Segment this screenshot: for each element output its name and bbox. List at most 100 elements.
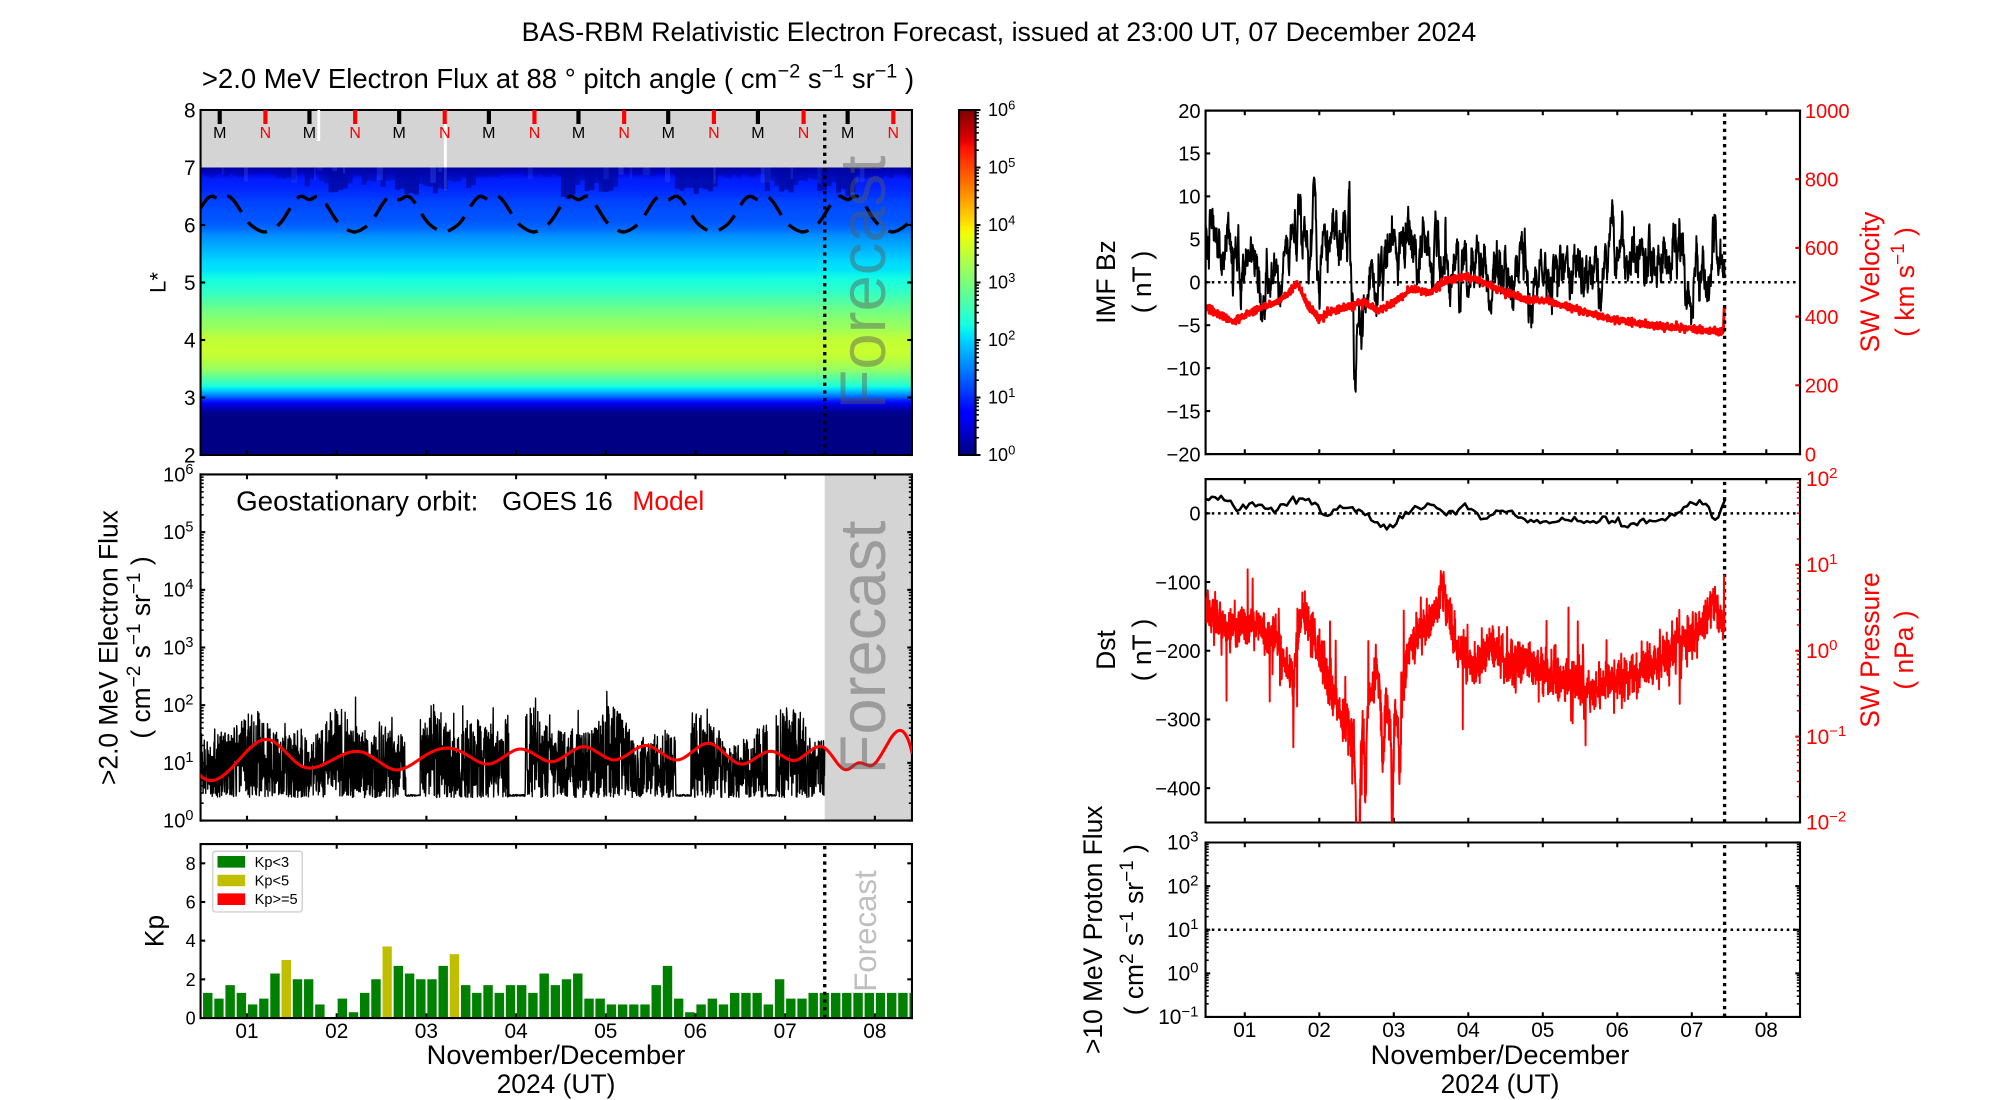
svg-text:s: s — [126, 645, 156, 666]
svg-text:0: 0 — [186, 1009, 196, 1029]
svg-text:0: 0 — [1008, 442, 1015, 457]
svg-text:10: 10 — [163, 522, 185, 544]
svg-text:): ) — [126, 556, 156, 572]
svg-text:>2.0 MeV Electron Flux at 88 °: >2.0 MeV Electron Flux at 88 ° pitch ang… — [202, 63, 777, 94]
svg-text:IMF Bz: IMF Bz — [1091, 240, 1121, 324]
svg-text:0: 0 — [1829, 637, 1837, 654]
svg-text:08: 08 — [863, 1020, 886, 1043]
svg-text:SW Velocity: SW Velocity — [1855, 211, 1885, 353]
svg-text:15: 15 — [1178, 144, 1200, 166]
svg-text:04: 04 — [505, 1020, 528, 1043]
svg-text:0: 0 — [185, 808, 193, 824]
svg-text:3: 3 — [1008, 270, 1015, 285]
svg-text:10: 10 — [1806, 640, 1829, 663]
svg-text:6: 6 — [1008, 97, 1015, 112]
svg-text:0: 0 — [1805, 444, 1816, 466]
svg-text:10: 10 — [1178, 187, 1200, 209]
svg-text:N: N — [529, 125, 541, 142]
svg-text:10: 10 — [1167, 963, 1190, 986]
svg-text:5: 5 — [1189, 230, 1200, 252]
svg-text:4: 4 — [184, 330, 196, 353]
svg-text:GOES 16: GOES 16 — [502, 488, 613, 516]
svg-text:N: N — [439, 125, 451, 142]
svg-text:s: s — [1119, 933, 1149, 954]
svg-text:02: 02 — [325, 1020, 348, 1043]
svg-text:N: N — [260, 125, 272, 142]
svg-text:N: N — [888, 125, 900, 142]
svg-text:Kp<3: Kp<3 — [255, 855, 289, 871]
svg-text:10: 10 — [988, 388, 1008, 408]
svg-text:8: 8 — [184, 100, 196, 123]
svg-text:Forecast: Forecast — [826, 156, 899, 410]
svg-text:3: 3 — [185, 635, 193, 651]
svg-text:−1: −1 — [1829, 723, 1846, 740]
svg-text:( cm: ( cm — [1119, 964, 1149, 1015]
svg-text:0: 0 — [1189, 273, 1200, 295]
svg-text:800: 800 — [1805, 169, 1839, 191]
svg-text:−400: −400 — [1155, 778, 1200, 800]
svg-text:( nT ): ( nT ) — [1127, 619, 1157, 682]
svg-text:−300: −300 — [1155, 710, 1200, 732]
svg-text:November/December: November/December — [427, 1039, 686, 1070]
svg-text:400: 400 — [1805, 307, 1839, 329]
svg-text:10: 10 — [163, 695, 185, 717]
svg-text:6: 6 — [185, 462, 193, 478]
svg-text:8: 8 — [186, 854, 196, 874]
svg-text:4: 4 — [185, 577, 193, 593]
svg-text:−5: −5 — [1178, 315, 1201, 337]
svg-text:−1: −1 — [1888, 243, 1909, 265]
svg-text:10: 10 — [1806, 468, 1829, 491]
svg-text:5: 5 — [184, 272, 196, 295]
svg-text:10: 10 — [163, 580, 185, 602]
svg-text:10: 10 — [1806, 812, 1829, 835]
svg-text:s: s — [800, 63, 821, 94]
svg-text:( km s: ( km s — [1890, 265, 1920, 337]
svg-text:10: 10 — [1806, 726, 1829, 749]
svg-text:10: 10 — [1167, 919, 1190, 942]
svg-text:03: 03 — [415, 1020, 438, 1043]
svg-text:10: 10 — [988, 330, 1008, 350]
svg-text:M: M — [482, 125, 495, 142]
svg-text:02: 02 — [1308, 1019, 1331, 1042]
svg-text:−1: −1 — [1117, 860, 1138, 882]
svg-text:10: 10 — [163, 637, 185, 659]
svg-text:−200: −200 — [1155, 641, 1200, 663]
svg-text:−1: −1 — [875, 61, 898, 83]
svg-text:−1: −1 — [124, 623, 145, 645]
svg-text:0: 0 — [1189, 504, 1200, 526]
svg-text:4: 4 — [1008, 212, 1015, 227]
svg-text:>10 MeV Proton Flux: >10 MeV Proton Flux — [1078, 806, 1108, 1055]
svg-text:2: 2 — [1190, 872, 1198, 889]
svg-text:): ) — [897, 63, 914, 94]
svg-text:10: 10 — [988, 158, 1008, 178]
svg-text:>2.0 MeV Electron Flux: >2.0 MeV Electron Flux — [93, 510, 123, 785]
svg-text:2: 2 — [1008, 327, 1015, 342]
svg-text:5: 5 — [185, 519, 193, 535]
svg-text:Kp<5: Kp<5 — [255, 874, 289, 890]
svg-text:2: 2 — [184, 445, 196, 468]
svg-text:07: 07 — [1680, 1019, 1703, 1042]
svg-text:−1: −1 — [124, 572, 145, 594]
svg-text:( cm: ( cm — [126, 687, 156, 738]
svg-text:10: 10 — [1167, 875, 1190, 898]
svg-text:10: 10 — [163, 810, 185, 832]
svg-text:06: 06 — [1606, 1019, 1629, 1042]
svg-text:05: 05 — [1531, 1019, 1554, 1042]
svg-text:): ) — [1119, 844, 1149, 860]
svg-text:−15: −15 — [1166, 401, 1200, 423]
svg-text:M: M — [392, 125, 405, 142]
svg-text:0: 0 — [1190, 960, 1198, 977]
svg-text:10: 10 — [1167, 832, 1190, 855]
svg-text:3: 3 — [1190, 829, 1198, 846]
svg-text:10: 10 — [163, 753, 185, 775]
svg-text:L*: L* — [146, 272, 171, 293]
svg-text:Forecast: Forecast — [826, 521, 899, 775]
svg-text:−20: −20 — [1166, 444, 1200, 466]
svg-text:10: 10 — [988, 215, 1008, 235]
svg-text:Forecast: Forecast — [848, 870, 883, 992]
svg-text:M: M — [662, 125, 675, 142]
svg-text:M: M — [841, 125, 854, 142]
svg-text:BAS-RBM Relativistic Electron: BAS-RBM Relativistic Electron Forecast, … — [522, 17, 1477, 47]
svg-text:( nPa ): ( nPa ) — [1889, 610, 1919, 689]
svg-text:1: 1 — [1190, 916, 1198, 933]
